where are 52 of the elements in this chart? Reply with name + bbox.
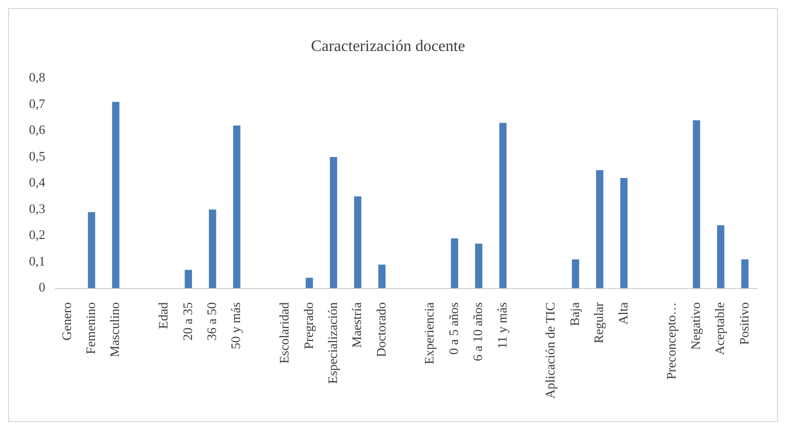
x-tick-label: Escolaridad: [276, 302, 292, 364]
x-tick-label: Preconcepto…: [664, 302, 679, 380]
x-tick-label: Aplicación de TIC: [542, 302, 558, 399]
x-tick-label: Baja: [566, 302, 582, 326]
x-tick-label: Edad: [156, 302, 171, 329]
bar: [208, 209, 216, 288]
x-tick-label: Masculino: [107, 302, 122, 358]
bar: [692, 120, 700, 288]
bar: [378, 264, 386, 288]
bar: [184, 270, 192, 288]
x-tick-label: Aceptable: [712, 302, 728, 355]
y-tick-label: 0,4: [29, 174, 46, 190]
x-tick-label: Positivo: [736, 302, 752, 345]
bar: [741, 259, 749, 288]
bar: [306, 278, 313, 288]
x-tick-label: Doctorado: [373, 302, 388, 358]
y-tick-label: 0,5: [29, 148, 46, 164]
x-tick-label: Negativo: [688, 302, 703, 350]
x-tick-label: Femenino: [82, 302, 98, 354]
bar: [233, 125, 240, 288]
x-tick-label: Regular: [591, 302, 606, 344]
y-tick-label: 0,8: [29, 70, 46, 85]
bar: [330, 156, 338, 288]
y-tick-label: 0,7: [29, 96, 46, 111]
x-tick-label: Pregrado: [300, 302, 316, 350]
x-tick-label: Alta: [615, 302, 630, 325]
x-tick-label: 6 a 10 años: [470, 302, 486, 362]
x-tick-label: 36 a 50: [204, 302, 219, 341]
bar: [596, 170, 604, 288]
y-tick-label: 0,3: [29, 200, 46, 216]
y-tick-label: 0,2: [29, 227, 46, 242]
bar: [499, 122, 507, 288]
x-tick-label: Especialización: [324, 302, 340, 384]
x-tick-label: Experiencia: [422, 302, 437, 364]
chart-title: Caracterización docente: [310, 38, 466, 55]
x-tick-label: Genero: [58, 302, 74, 341]
y-tick-label: 0: [38, 280, 46, 295]
x-tick-label: 50 y más: [228, 302, 244, 350]
bar: [112, 102, 120, 288]
x-tick-label: 11 y más: [494, 302, 510, 349]
bar: [620, 178, 628, 288]
bar: [88, 212, 96, 288]
y-tick-label: 0,1: [29, 253, 46, 268]
x-tick-label: 0 a 5 años: [446, 302, 461, 355]
x-tick-label: 20 a 35: [180, 302, 195, 341]
y-tick-label: 0,6: [29, 122, 46, 138]
x-tick-label: Maestría: [349, 302, 364, 348]
bar: [572, 259, 580, 288]
bar: [475, 244, 482, 288]
bar: [354, 196, 362, 288]
bar: [717, 225, 724, 288]
bar: [450, 238, 458, 288]
